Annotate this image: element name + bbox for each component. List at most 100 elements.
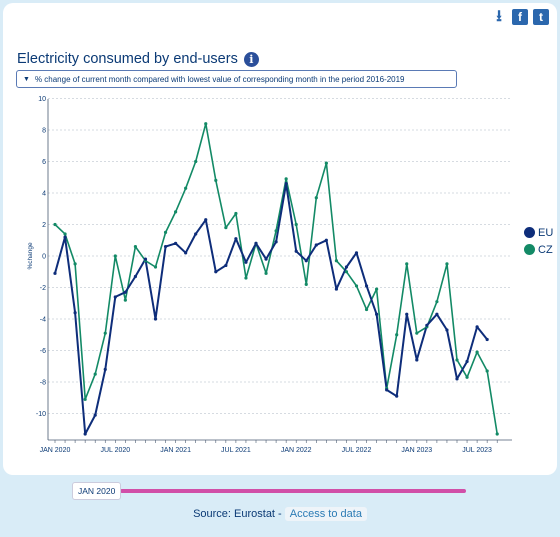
- data-point-eu[interactable]: [214, 270, 218, 274]
- indicator-dropdown-label: % change of current month compared with …: [34, 74, 405, 84]
- data-point-cz[interactable]: [93, 372, 97, 376]
- data-point-cz[interactable]: [314, 196, 318, 200]
- data-point-cz[interactable]: [274, 229, 278, 233]
- info-icon[interactable]: i: [243, 51, 259, 67]
- data-point-cz[interactable]: [324, 161, 328, 165]
- data-point-eu[interactable]: [113, 295, 117, 299]
- data-point-eu[interactable]: [274, 240, 278, 244]
- data-point-cz[interactable]: [244, 276, 248, 280]
- twitter-icon[interactable]: t: [533, 9, 549, 25]
- data-point-eu[interactable]: [73, 311, 77, 315]
- data-point-eu[interactable]: [83, 432, 87, 436]
- data-point-cz[interactable]: [123, 298, 127, 302]
- data-point-cz[interactable]: [284, 177, 288, 181]
- data-point-cz[interactable]: [405, 262, 409, 266]
- data-point-cz[interactable]: [204, 122, 208, 126]
- data-point-eu[interactable]: [445, 328, 449, 332]
- x-tick-label: JAN 2020: [40, 447, 71, 454]
- indicator-dropdown[interactable]: ▼ % change of current month compared wit…: [16, 70, 457, 88]
- data-point-cz[interactable]: [214, 178, 218, 182]
- data-point-eu[interactable]: [465, 359, 469, 364]
- data-point-eu[interactable]: [264, 257, 268, 261]
- data-point-eu[interactable]: [375, 312, 379, 316]
- download-icon[interactable]: ⭳: [496, 8, 502, 25]
- data-point-cz[interactable]: [344, 270, 349, 274]
- data-point-eu[interactable]: [123, 290, 127, 294]
- data-point-cz[interactable]: [294, 222, 298, 227]
- data-point-eu[interactable]: [143, 257, 148, 261]
- legend-item-cz[interactable]: CZ: [524, 241, 553, 258]
- data-point-eu[interactable]: [63, 235, 67, 239]
- data-point-cz[interactable]: [73, 262, 77, 266]
- data-point-cz[interactable]: [83, 397, 87, 401]
- data-point-eu[interactable]: [354, 251, 359, 255]
- data-point-eu[interactable]: [244, 260, 248, 264]
- data-point-eu[interactable]: [395, 394, 399, 398]
- data-point-eu[interactable]: [234, 237, 238, 241]
- data-point-eu[interactable]: [324, 238, 328, 242]
- data-point-eu[interactable]: [425, 323, 429, 327]
- data-point-cz[interactable]: [184, 186, 188, 190]
- data-point-cz[interactable]: [174, 210, 178, 214]
- data-point-eu[interactable]: [334, 287, 338, 291]
- data-point-cz[interactable]: [364, 307, 369, 312]
- data-point-eu[interactable]: [485, 337, 489, 342]
- facebook-icon[interactable]: f: [512, 9, 528, 25]
- data-point-cz[interactable]: [495, 432, 499, 436]
- data-point-cz[interactable]: [304, 282, 308, 286]
- access-data-link[interactable]: Access to data: [284, 507, 367, 521]
- data-point-cz[interactable]: [475, 350, 479, 354]
- data-point-cz[interactable]: [234, 211, 238, 216]
- data-point-eu[interactable]: [405, 312, 409, 316]
- data-point-cz[interactable]: [465, 375, 469, 379]
- data-point-eu[interactable]: [284, 181, 288, 186]
- data-point-eu[interactable]: [163, 244, 168, 249]
- data-point-eu[interactable]: [53, 271, 57, 275]
- data-point-eu[interactable]: [204, 218, 208, 222]
- data-point-cz[interactable]: [163, 230, 168, 234]
- data-point-cz[interactable]: [415, 331, 419, 335]
- data-point-eu[interactable]: [224, 263, 228, 268]
- data-point-cz[interactable]: [395, 333, 399, 337]
- data-point-eu[interactable]: [174, 241, 178, 245]
- data-point-eu[interactable]: [455, 377, 459, 381]
- slider-track[interactable]: [120, 489, 466, 493]
- data-point-cz[interactable]: [63, 232, 67, 236]
- data-point-cz[interactable]: [264, 271, 268, 275]
- data-point-cz[interactable]: [194, 159, 198, 164]
- data-point-eu[interactable]: [415, 358, 419, 362]
- data-point-cz[interactable]: [435, 300, 439, 304]
- data-point-cz[interactable]: [153, 265, 158, 269]
- data-point-eu[interactable]: [153, 317, 158, 321]
- data-point-cz[interactable]: [113, 254, 117, 258]
- legend-item-eu[interactable]: EU: [524, 224, 553, 241]
- slider-handle[interactable]: JAN 2020: [72, 482, 122, 500]
- cz-swatch-icon: [524, 244, 535, 255]
- data-point-cz[interactable]: [445, 262, 449, 266]
- time-slider[interactable]: JAN 2020: [72, 482, 472, 500]
- data-point-eu[interactable]: [133, 274, 137, 279]
- data-point-eu[interactable]: [344, 265, 349, 269]
- data-point-cz[interactable]: [53, 222, 57, 227]
- data-point-eu[interactable]: [194, 232, 198, 236]
- data-point-eu[interactable]: [475, 325, 479, 329]
- data-point-eu[interactable]: [93, 413, 97, 417]
- data-point-eu[interactable]: [314, 243, 318, 247]
- data-point-cz[interactable]: [224, 226, 228, 230]
- data-point-eu[interactable]: [103, 367, 107, 371]
- data-point-cz[interactable]: [455, 358, 459, 362]
- data-point-eu[interactable]: [435, 312, 439, 316]
- data-point-cz[interactable]: [103, 331, 107, 335]
- data-point-eu[interactable]: [184, 251, 188, 255]
- data-point-cz[interactable]: [375, 287, 379, 291]
- data-point-eu[interactable]: [385, 388, 389, 392]
- data-point-eu[interactable]: [304, 259, 308, 263]
- y-tick-label: 4: [42, 191, 46, 198]
- data-point-eu[interactable]: [364, 284, 369, 288]
- data-point-cz[interactable]: [354, 284, 359, 288]
- data-point-eu[interactable]: [254, 241, 258, 245]
- data-point-cz[interactable]: [133, 244, 137, 249]
- data-point-eu[interactable]: [294, 249, 298, 253]
- data-point-cz[interactable]: [485, 369, 489, 373]
- data-point-cz[interactable]: [334, 259, 338, 263]
